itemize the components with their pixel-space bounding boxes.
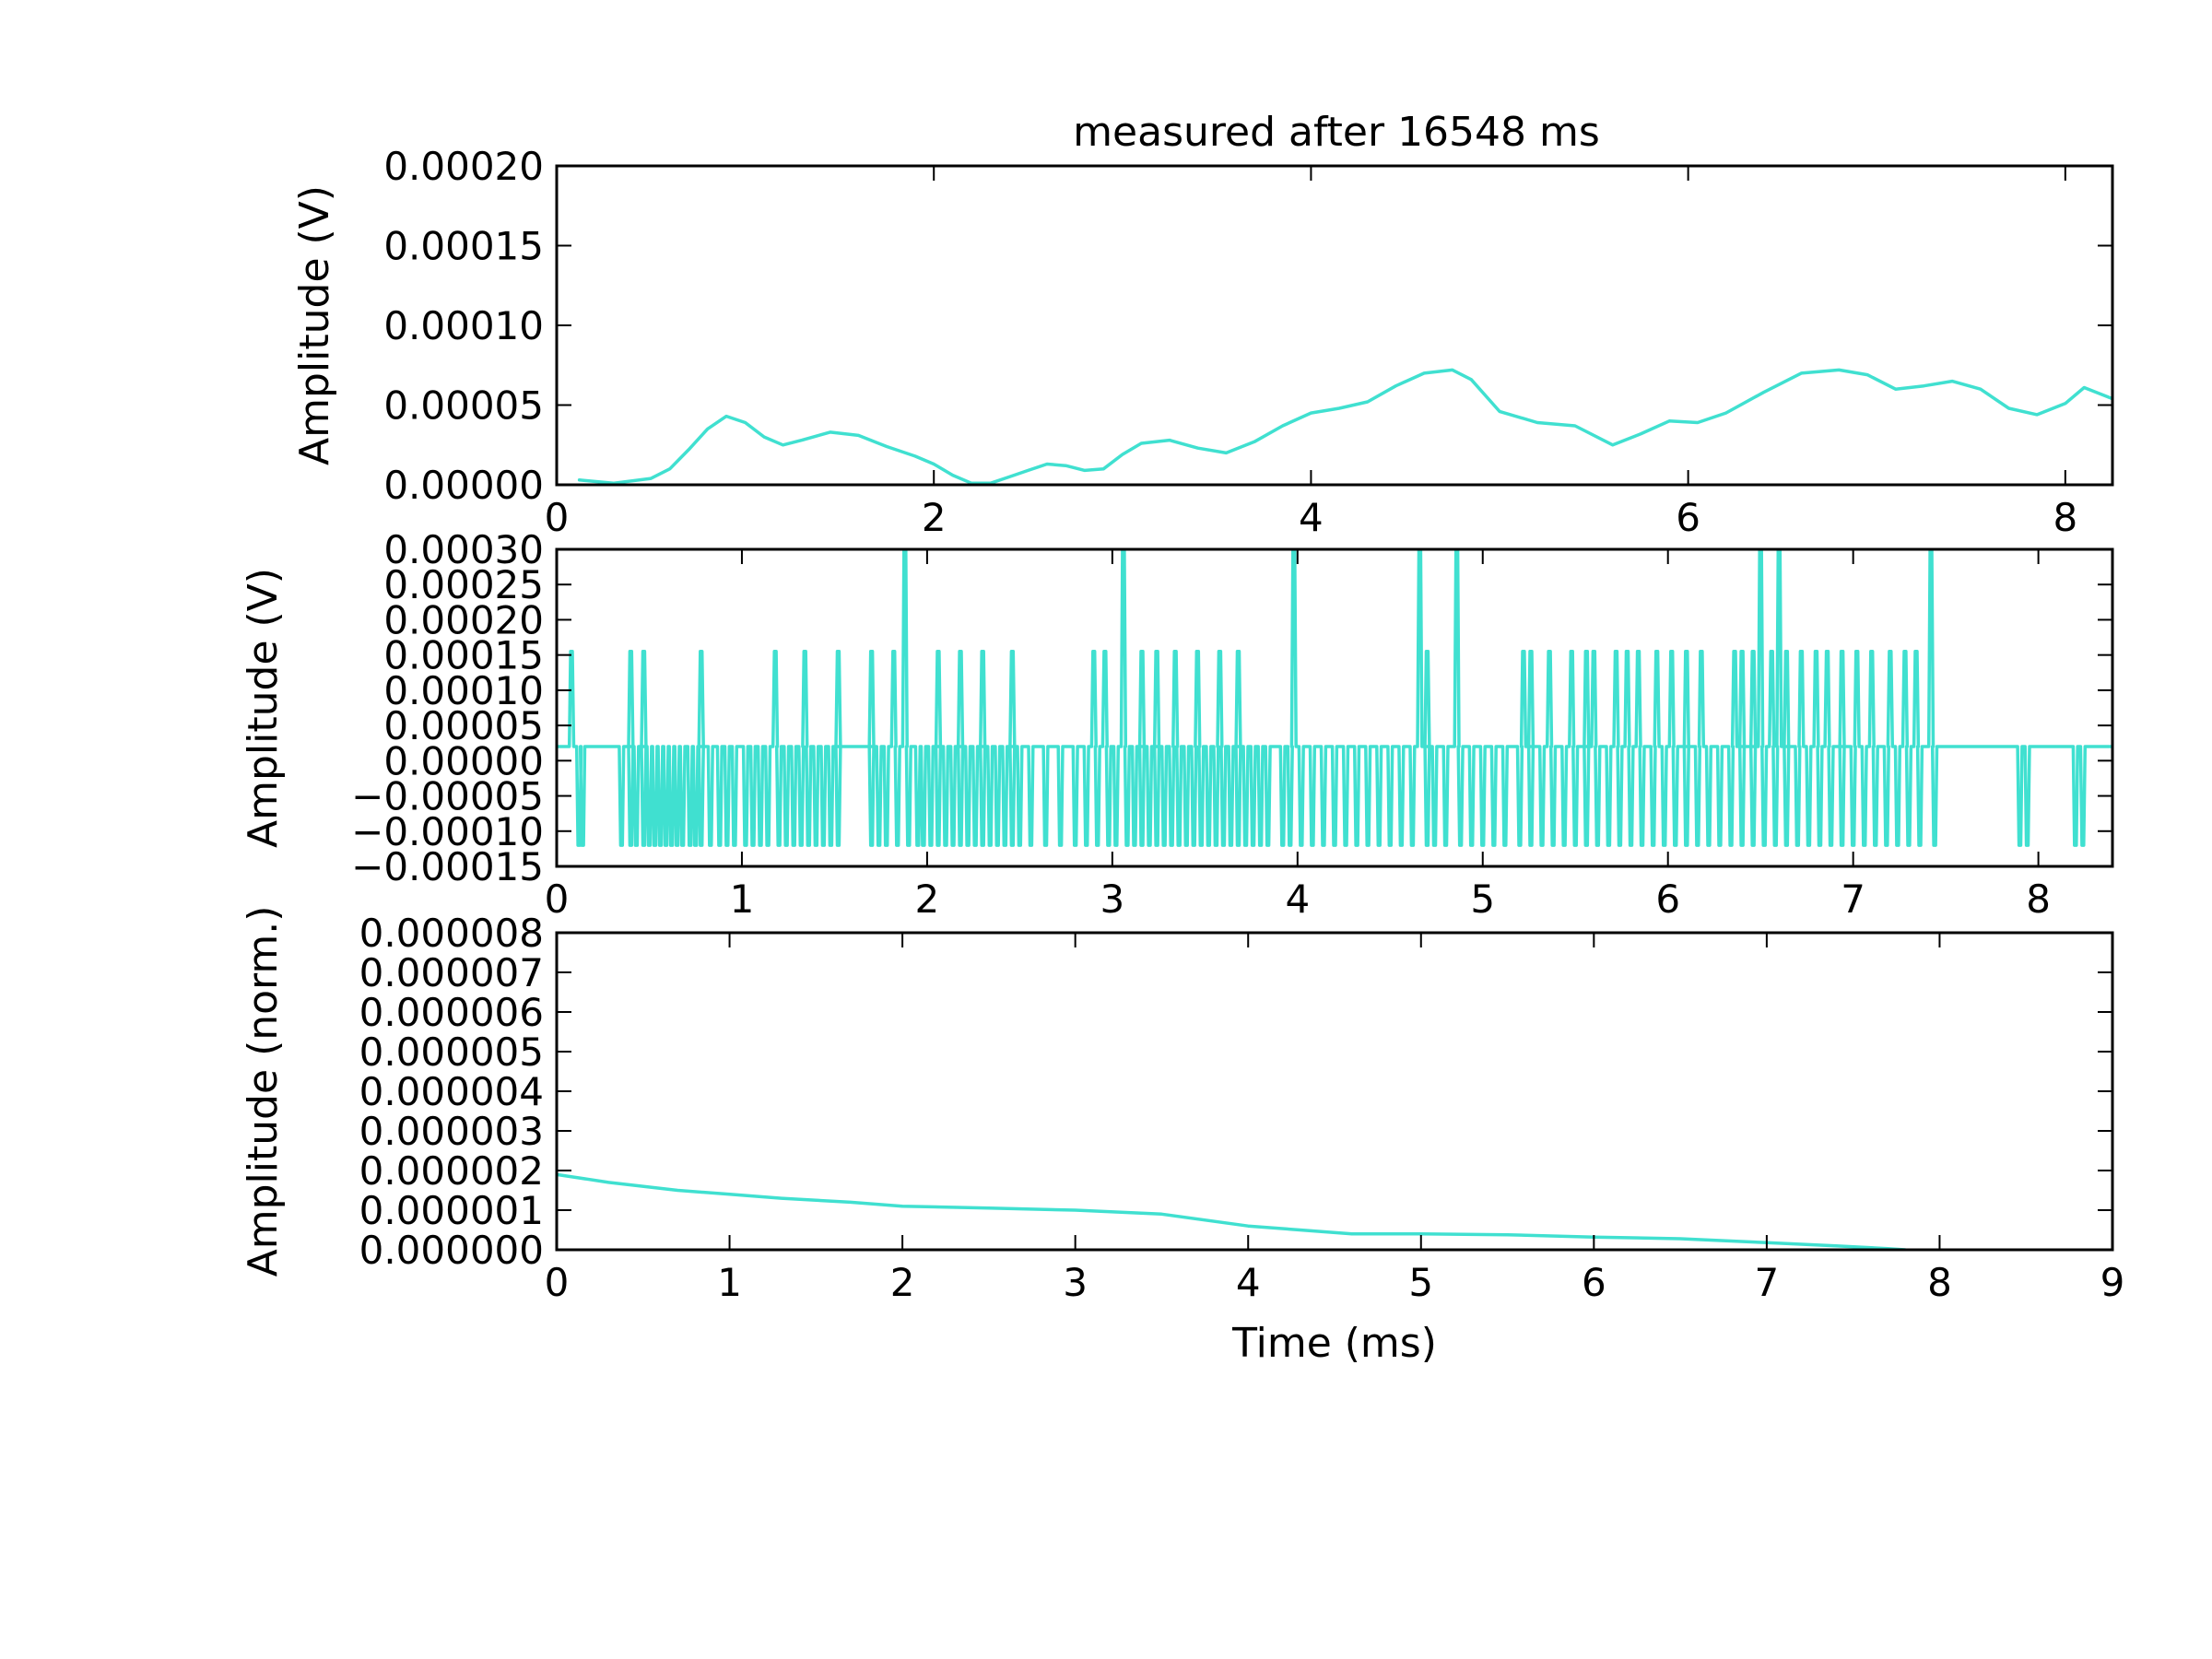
- y-axis-label: Amplitude (norm.): [240, 906, 287, 1277]
- y-tick-label: 0.00020: [383, 597, 544, 642]
- x-tick-label: 8: [2026, 877, 2051, 922]
- x-tick-label: 4: [1299, 495, 1324, 540]
- y-tick-label: 0.00010: [383, 303, 544, 348]
- x-tick-label: 5: [1408, 1260, 1433, 1305]
- x-tick-label: 8: [2053, 495, 2077, 540]
- axes-frame: [555, 547, 2114, 868]
- x-tick-label: 0: [545, 877, 570, 922]
- x-tick-label: 7: [1841, 877, 1865, 922]
- y-tick-label: 0.00020: [383, 144, 544, 189]
- x-tick-label: 8: [1927, 1260, 1952, 1305]
- x-tick-label: 0: [545, 1260, 570, 1305]
- y-tick-label: 0.000002: [359, 1148, 544, 1194]
- y-tick-label: 0.00005: [383, 383, 544, 429]
- y-tick-label: 0.00015: [383, 633, 544, 678]
- x-tick-label: 9: [2100, 1260, 2125, 1305]
- y-tick-label: 0.000003: [359, 1109, 544, 1154]
- y-tick-label: 0.00005: [383, 703, 544, 748]
- y-tick-label: 0.000005: [359, 1030, 544, 1075]
- x-tick-label: 3: [1063, 1260, 1088, 1305]
- x-tick-label: 5: [1470, 877, 1495, 922]
- series-line: [557, 549, 2112, 847]
- y-tick-label: 0.000008: [359, 911, 544, 956]
- axes-frame: [555, 931, 2114, 1252]
- panel-bottom: 0 1 2 3 4 5 6 7 8 90.0000000.0000010.0000020.0000…: [240, 906, 2124, 1367]
- y-tick-label: 0.000000: [359, 1228, 544, 1273]
- x-tick-label: 4: [1236, 1260, 1261, 1305]
- series-line: [557, 1172, 1907, 1250]
- x-axis-label: Time (ms): [1231, 1320, 1437, 1367]
- x-tick-label: 2: [915, 877, 940, 922]
- x-tick-label: 6: [1676, 495, 1700, 540]
- x-tick-label: 2: [922, 495, 947, 540]
- x-tick-label: 1: [730, 877, 755, 922]
- y-tick-label: −0.00005: [351, 774, 544, 819]
- x-tick-label: 6: [1582, 1260, 1606, 1305]
- y-tick-label: 0.000001: [359, 1188, 544, 1233]
- x-tick-label: 7: [1755, 1260, 1780, 1305]
- y-tick-label: 0.00025: [383, 562, 544, 607]
- y-tick-label: 0.00010: [383, 668, 544, 713]
- y-tick-label: 0.000004: [359, 1069, 544, 1114]
- x-tick-label: 2: [890, 1260, 915, 1305]
- y-tick-label: −0.00010: [351, 809, 544, 854]
- x-tick-label: 4: [1285, 877, 1310, 922]
- axes-frame: [555, 164, 2114, 487]
- y-tick-label: 0.00000: [383, 463, 544, 508]
- panel-top: 0 2 4 6 8 0.00000 0.00005 0.00010 0.00015 0.00020…: [291, 144, 2114, 540]
- y-tick-label: 0.00015: [383, 224, 544, 269]
- y-axis-label: Amplitude (V): [240, 568, 287, 848]
- y-axis-label: Amplitude (V): [291, 185, 338, 465]
- x-tick-label: 0: [545, 495, 570, 540]
- panel-middle: 0 1 2 3 4 5 6 7 8 −0.00015−0.00010−0.000050.00000…: [240, 527, 2114, 922]
- x-tick-label: 1: [717, 1260, 742, 1305]
- y-tick-label: 0.000007: [359, 950, 544, 995]
- x-tick-label: 3: [1100, 877, 1124, 922]
- y-tick-label: −0.00015: [351, 844, 544, 889]
- y-tick-label: 0.00030: [383, 527, 544, 572]
- x-tick-label: 6: [1655, 877, 1680, 922]
- y-tick-label: 0.00000: [383, 738, 544, 783]
- series-line: [577, 368, 2112, 485]
- chart-title: measured after 16548 ms: [1073, 109, 1600, 156]
- y-tick-label: 0.000006: [359, 990, 544, 1035]
